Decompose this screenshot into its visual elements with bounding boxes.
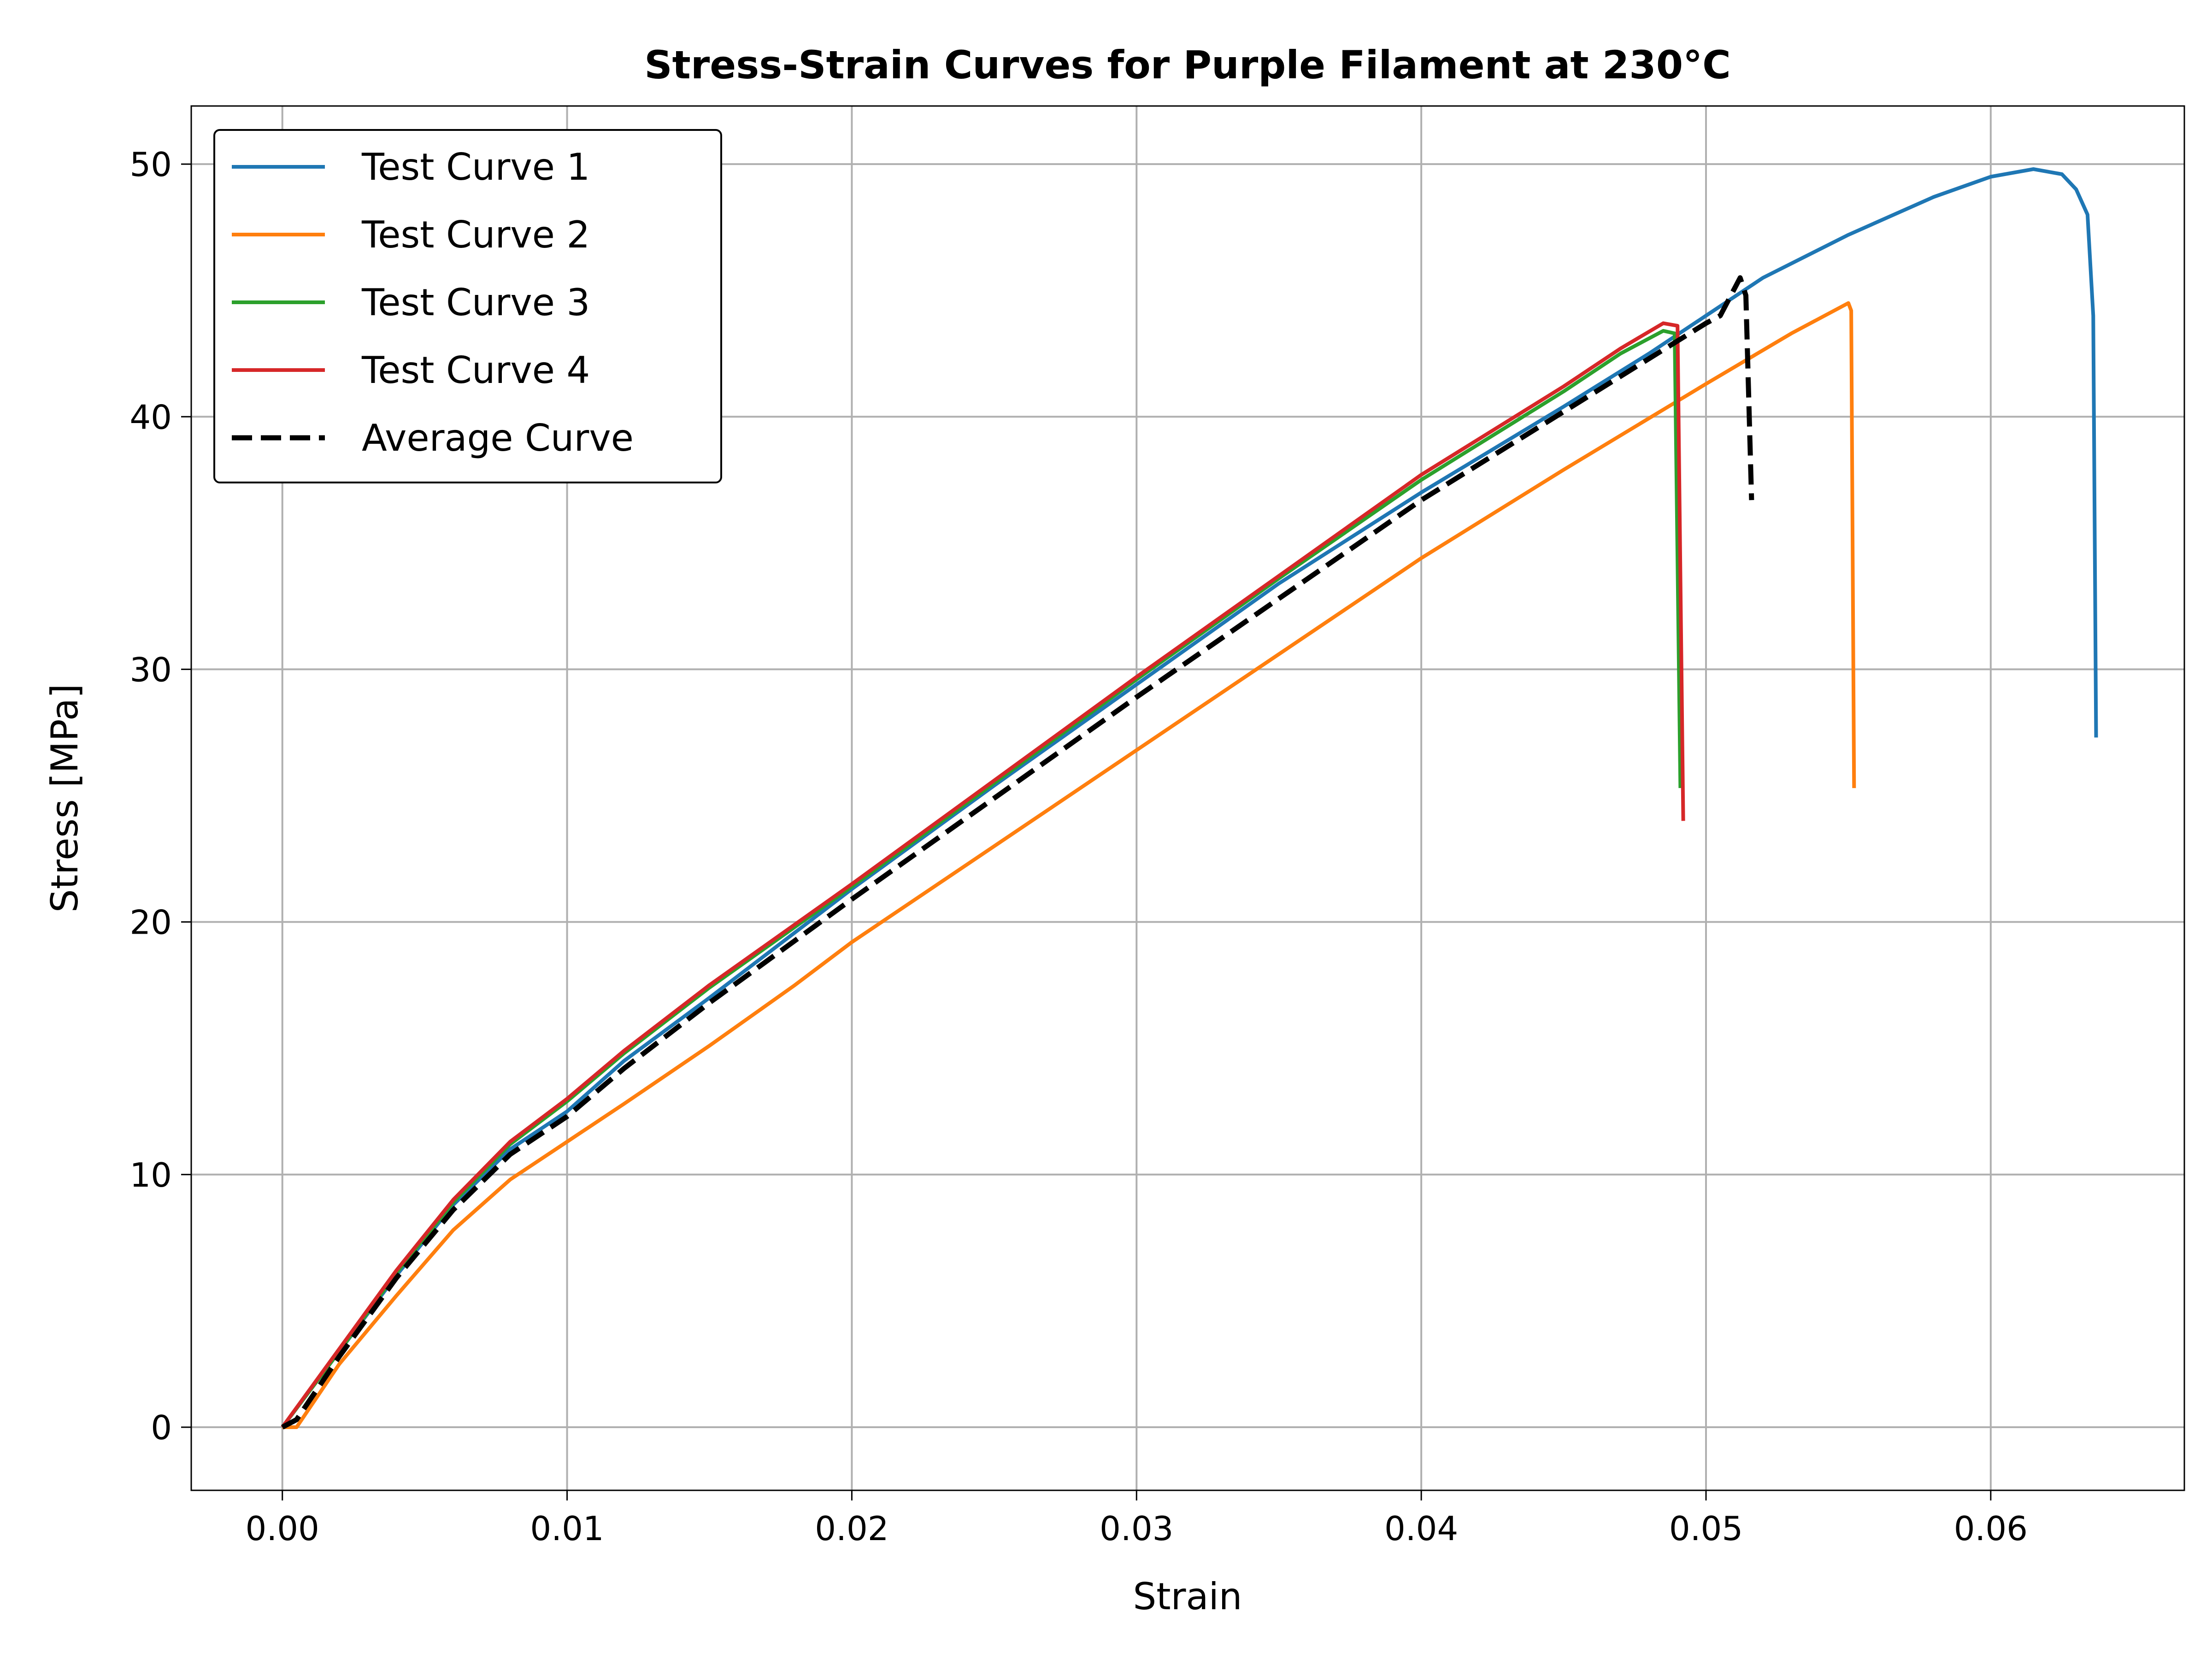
y-tick-label: 50 xyxy=(129,145,172,184)
y-tick-label: 30 xyxy=(129,650,172,689)
legend-label: Average Curve xyxy=(362,417,634,459)
series-line-2 xyxy=(282,301,1856,1429)
series-line-4 xyxy=(281,321,1685,1429)
y-tick-label: 0 xyxy=(151,1408,172,1447)
chart-title: Stress-Strain Curves for Purple Filament… xyxy=(644,42,1731,88)
legend-label: Test Curve 1 xyxy=(361,146,590,188)
series-line-5 xyxy=(281,275,1754,1430)
axis-ticks: 0.00 0.01 0.02 0.03 0.04 0.05 0.06 0 10 20 30 40 50 xyxy=(129,145,2028,1548)
y-axis-label: Stress [MPa] xyxy=(43,684,86,912)
x-tick-label: 0.03 xyxy=(1100,1509,1173,1548)
series-lines xyxy=(281,167,2098,1430)
x-tick-label: 0.04 xyxy=(1384,1509,1458,1548)
legend-label: Test Curve 4 xyxy=(361,349,590,392)
y-tick-label: 20 xyxy=(129,903,172,942)
x-tick-label: 0.05 xyxy=(1669,1509,1743,1548)
legend-label: Test Curve 2 xyxy=(361,213,590,256)
x-tick-label: 0.00 xyxy=(246,1509,319,1548)
x-tick-label: 0.02 xyxy=(815,1509,888,1548)
series-line-1 xyxy=(281,167,2098,1429)
legend-box xyxy=(213,129,722,483)
legend-label: Test Curve 3 xyxy=(361,281,590,324)
y-tick-label: 10 xyxy=(129,1156,172,1194)
x-tick-label: 0.01 xyxy=(530,1509,604,1548)
y-tick-label: 40 xyxy=(129,398,172,436)
x-axis-label: Strain xyxy=(1133,1575,1242,1618)
x-tick-label: 0.06 xyxy=(1954,1509,2028,1548)
plot-frame xyxy=(190,105,2185,1491)
legend: Test Curve 1 Test Curve 2 Test Curve 3 Test… xyxy=(213,129,722,483)
